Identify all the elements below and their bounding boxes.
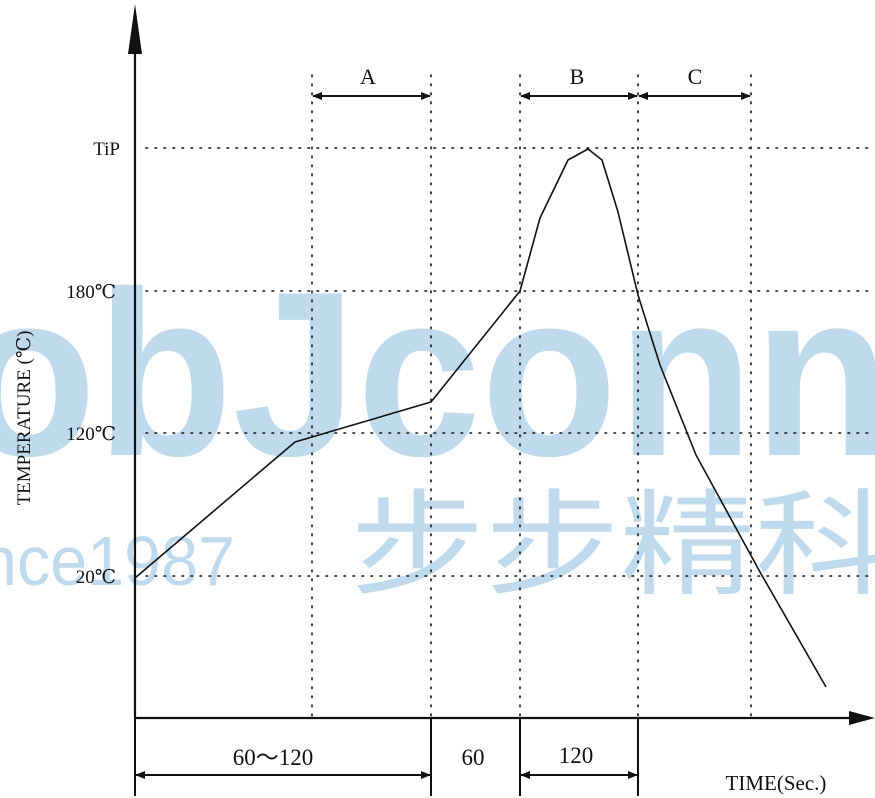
- zone-b-label: B: [570, 64, 585, 89]
- watermark-chinese-text: 步步精科: [350, 482, 875, 610]
- x-axis-label: TIME(Sec.): [726, 771, 827, 795]
- x-axis: [135, 711, 875, 725]
- temperature-profile-line: [134, 148, 827, 688]
- y-tick-20: 20℃: [76, 567, 116, 588]
- y-tick-120: 120℃: [66, 424, 116, 445]
- y-axis-arrow-icon: [128, 4, 142, 54]
- zone-a-label: A: [360, 64, 376, 89]
- duration-3-label: 120: [559, 743, 594, 768]
- duration-brackets: [134, 718, 639, 796]
- watermark: obJconn nce1987 步步精科: [0, 242, 875, 610]
- x-axis-arrow-icon: [849, 711, 875, 725]
- duration-1-label: 60～120: [233, 745, 314, 770]
- y-axis: [128, 4, 142, 718]
- duration-2-label: 60: [462, 745, 485, 770]
- zone-c-label: C: [688, 64, 703, 89]
- y-axis-label: TEMPERATURE (℃): [14, 331, 35, 506]
- watermark-logo-text: obJconn: [0, 242, 875, 505]
- y-tick-180: 180℃: [66, 282, 116, 303]
- y-tick-tip: TiP: [93, 139, 120, 160]
- watermark-since-text: nce1987: [0, 522, 235, 600]
